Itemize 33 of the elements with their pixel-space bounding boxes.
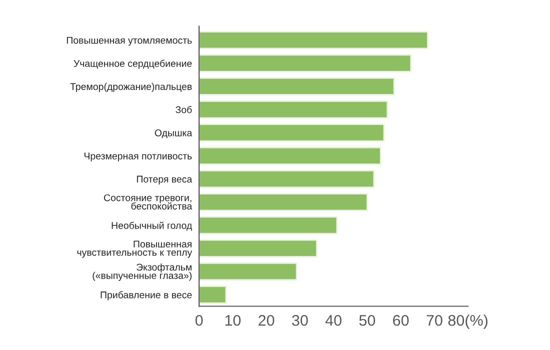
y-tick-label: Учащенное сердцебиение xyxy=(74,60,192,69)
bar xyxy=(199,216,338,234)
x-tick-label: 0 xyxy=(195,314,203,326)
x-tick-label: 50 xyxy=(359,314,376,326)
bar xyxy=(199,77,395,96)
bar xyxy=(199,170,375,188)
bar xyxy=(199,31,428,50)
y-tick-label: Одышка xyxy=(154,129,192,138)
x-tick-label: 60 xyxy=(393,314,409,326)
bar xyxy=(199,100,388,119)
bar xyxy=(199,124,385,142)
bar xyxy=(199,54,412,72)
bar xyxy=(199,239,318,258)
x-tick-label: 10 xyxy=(225,314,241,326)
x-tick-label: 40 xyxy=(325,314,342,326)
bar xyxy=(199,262,298,281)
y-tick-label: Тремор(дрожание)пальцев xyxy=(70,82,192,92)
bar xyxy=(199,193,368,212)
y-tick-label: Потеря веса xyxy=(137,176,192,185)
x-tick-label: 70 xyxy=(426,314,442,326)
y-tick-label: Чрезмерная потливость xyxy=(84,152,192,162)
y-tick-label: Повышенная чувствительность к теплу xyxy=(77,240,192,258)
x-tick-label: 20 xyxy=(258,314,274,326)
y-tick-label: Необычный голод xyxy=(112,222,192,231)
y-tick-label: Экзофтальм («выпученные глаза») xyxy=(92,263,192,281)
y-tick-label: Зоб xyxy=(176,106,192,114)
y-tick-label: Прибавление в весе xyxy=(100,291,192,300)
y-tick-label: Повышенная утомляемость xyxy=(66,36,192,46)
bar xyxy=(199,146,382,165)
y-tick-label: Состояние тревоги, беспокойства xyxy=(104,194,192,210)
x-tick-label: 30 xyxy=(292,314,308,326)
bar xyxy=(199,286,227,304)
x-tick-label: 80(%) xyxy=(448,314,488,329)
